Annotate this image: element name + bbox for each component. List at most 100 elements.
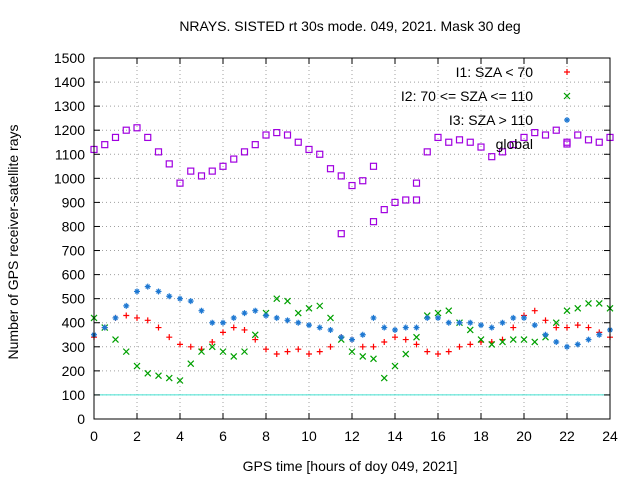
data-point bbox=[402, 324, 409, 331]
data-point bbox=[273, 129, 281, 137]
data-point bbox=[111, 133, 120, 142]
data-point bbox=[349, 336, 355, 343]
data-point bbox=[553, 338, 560, 345]
data-point bbox=[380, 374, 388, 382]
data-point bbox=[122, 126, 130, 134]
data-point bbox=[541, 131, 550, 139]
data-point bbox=[326, 165, 335, 173]
y-tick-label: 1500 bbox=[54, 50, 85, 66]
data-point bbox=[369, 162, 378, 170]
data-point bbox=[262, 131, 270, 139]
data-point bbox=[316, 150, 324, 158]
data-point bbox=[295, 346, 302, 353]
data-point bbox=[370, 355, 377, 363]
data-point bbox=[209, 338, 216, 345]
data-point bbox=[219, 348, 227, 356]
data-point bbox=[176, 179, 184, 187]
data-point bbox=[176, 377, 184, 384]
y-tick-label: 400 bbox=[62, 315, 86, 331]
data-point bbox=[499, 319, 506, 326]
data-point bbox=[434, 309, 442, 317]
y-tick-label: 700 bbox=[62, 243, 86, 259]
data-point bbox=[359, 177, 367, 185]
data-point bbox=[498, 148, 507, 156]
data-point bbox=[574, 322, 581, 329]
data-point bbox=[187, 167, 195, 175]
data-point bbox=[413, 333, 420, 341]
y-tick-label: 0 bbox=[77, 411, 85, 427]
data-point bbox=[327, 326, 334, 333]
data-point bbox=[348, 181, 356, 190]
data-point bbox=[435, 351, 441, 358]
data-point bbox=[294, 138, 302, 146]
data-point bbox=[241, 326, 248, 333]
x-tick-label: 2 bbox=[133, 428, 141, 444]
data-point bbox=[187, 343, 194, 350]
data-point bbox=[574, 131, 582, 139]
data-point bbox=[166, 293, 173, 300]
y-tick-label: 1100 bbox=[55, 146, 85, 162]
data-point bbox=[552, 126, 560, 134]
data-point bbox=[263, 312, 269, 319]
data-point bbox=[208, 167, 216, 175]
data-point bbox=[112, 336, 119, 344]
data-point bbox=[585, 336, 592, 343]
y-tick-label: 300 bbox=[62, 339, 86, 355]
data-point bbox=[134, 288, 140, 295]
data-point bbox=[509, 141, 517, 149]
x-tick-label: 16 bbox=[430, 428, 446, 444]
data-point bbox=[455, 136, 464, 144]
data-point bbox=[564, 324, 570, 331]
data-point bbox=[337, 230, 345, 238]
data-point bbox=[380, 206, 388, 214]
x-tick-label: 10 bbox=[301, 428, 317, 444]
data-point bbox=[327, 314, 334, 322]
data-point bbox=[531, 338, 539, 346]
x-tick-label: 20 bbox=[516, 428, 532, 444]
data-point bbox=[251, 331, 259, 339]
data-point bbox=[284, 348, 291, 355]
data-point bbox=[553, 324, 560, 331]
legend-marker bbox=[564, 69, 570, 75]
data-point bbox=[563, 307, 571, 315]
data-point bbox=[466, 326, 474, 334]
data-point bbox=[467, 341, 474, 348]
data-point bbox=[392, 326, 398, 333]
data-point bbox=[283, 131, 292, 139]
data-point bbox=[306, 351, 312, 358]
data-point bbox=[391, 362, 399, 370]
data-point bbox=[499, 338, 506, 346]
data-point bbox=[337, 172, 345, 180]
data-point bbox=[402, 196, 410, 204]
data-point bbox=[273, 351, 280, 358]
data-point bbox=[209, 319, 216, 326]
data-point bbox=[101, 324, 108, 331]
x-tick-label: 22 bbox=[559, 428, 575, 444]
data-point bbox=[230, 155, 238, 163]
x-tick-label: 18 bbox=[473, 428, 489, 444]
data-point bbox=[316, 324, 323, 331]
data-point bbox=[306, 322, 312, 329]
data-point bbox=[240, 148, 249, 156]
data-point bbox=[521, 314, 527, 321]
data-point bbox=[564, 343, 570, 350]
data-point bbox=[359, 353, 367, 360]
data-point bbox=[294, 309, 302, 317]
data-point bbox=[252, 307, 259, 314]
data-point bbox=[542, 317, 549, 324]
data-point bbox=[509, 336, 517, 344]
data-point bbox=[595, 138, 603, 146]
legend-label: I3: SZA > 110 bbox=[449, 112, 533, 128]
data-point bbox=[305, 304, 313, 312]
series-4 bbox=[90, 124, 614, 238]
data-point bbox=[445, 138, 453, 146]
y-tick-label: 100 bbox=[62, 387, 86, 403]
data-point bbox=[263, 346, 269, 353]
data-point bbox=[197, 172, 206, 180]
data-point bbox=[305, 145, 313, 154]
data-point bbox=[435, 314, 441, 321]
data-point bbox=[284, 317, 291, 324]
data-point bbox=[133, 124, 141, 132]
data-point bbox=[412, 196, 421, 204]
data-point bbox=[241, 310, 248, 317]
